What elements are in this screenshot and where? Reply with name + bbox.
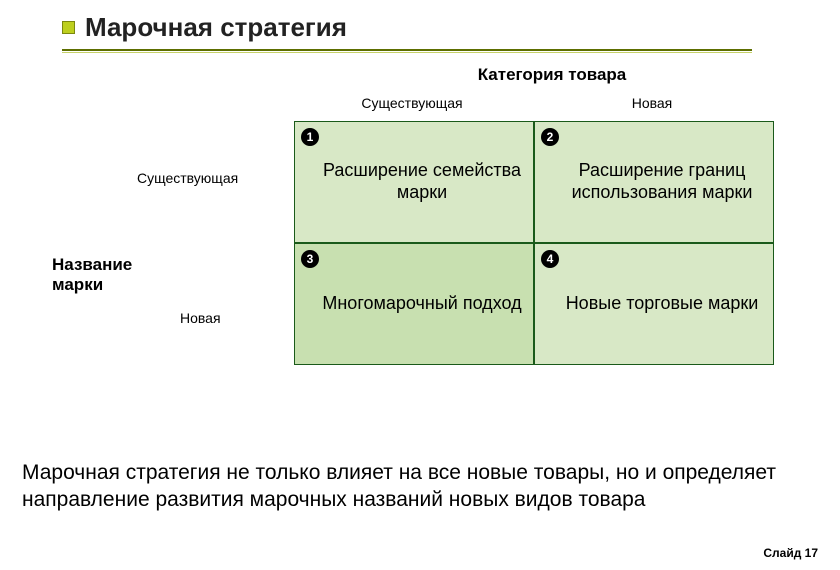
cell-1-text: Расширение семейства марки [321, 160, 523, 204]
divider [62, 49, 818, 57]
slide-number: Слайд 17 [763, 546, 818, 560]
cell-3: 3 Многомарочный подход [294, 243, 534, 365]
cell-4-number: 4 [541, 250, 559, 268]
cell-1-number: 1 [301, 128, 319, 146]
summary-text: Марочная стратегия не только влияет на в… [22, 460, 812, 514]
row-new-label: Новая [180, 310, 221, 326]
col-new-label: Новая [532, 95, 772, 111]
row-existing-label: Существующая [137, 170, 238, 186]
cell-1: 1 Расширение семейства марки [294, 121, 534, 243]
cell-3-number: 3 [301, 250, 319, 268]
matrix-grid: 1 Расширение семейства марки 2 Расширени… [294, 121, 774, 365]
page-title: Марочная стратегия [85, 12, 347, 43]
cell-2: 2 Расширение границ использования марки [534, 121, 774, 243]
column-labels: Существующая Новая [292, 95, 772, 111]
cell-3-text: Многомарочный подход [322, 293, 521, 315]
cell-4: 4 Новые торговые марки [534, 243, 774, 365]
cell-4-text: Новые торговые марки [566, 293, 759, 315]
cell-2-number: 2 [541, 128, 559, 146]
slide: Марочная стратегия Категория товара Суще… [0, 0, 840, 570]
col-existing-label: Существующая [292, 95, 532, 111]
axis-side-label: Название марки [52, 255, 162, 295]
axis-top-label: Категория товара [332, 65, 772, 85]
title-bullet-icon [62, 21, 75, 34]
title-row: Марочная стратегия [62, 12, 818, 43]
matrix: Категория товара Существующая Новая Суще… [22, 65, 818, 395]
cell-2-text: Расширение границ использования марки [561, 160, 763, 204]
